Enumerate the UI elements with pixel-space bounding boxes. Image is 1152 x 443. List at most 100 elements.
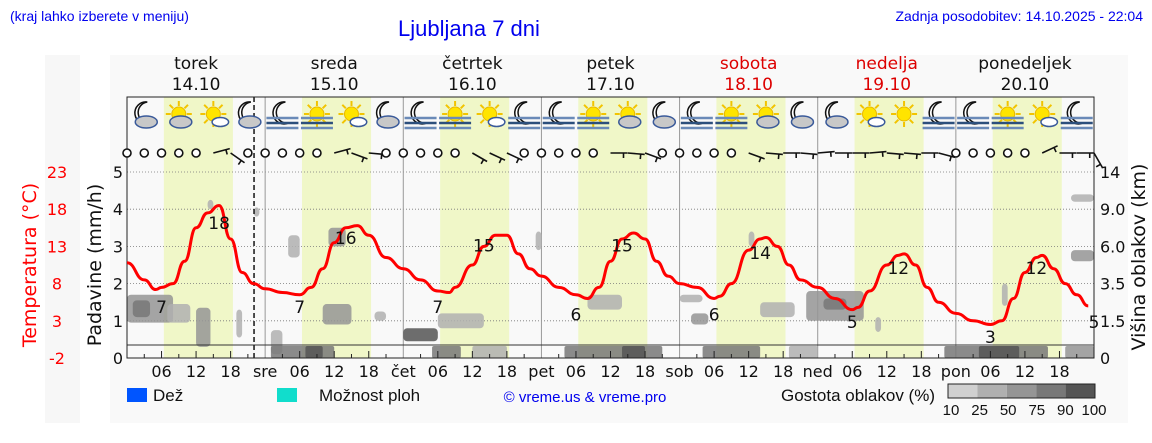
wind-barb-shaft: [506, 152, 523, 161]
cloud-density-level-label: 50: [1000, 402, 1017, 419]
location-hint[interactable]: (kraj lahko izberete v meniju): [10, 8, 189, 24]
day-date: 17.10: [586, 75, 635, 95]
cloud-patch: [196, 307, 211, 347]
wind-calm-icon: [450, 148, 460, 158]
moon-cloud-icon: [790, 101, 815, 129]
precip-tick-label: 0: [113, 349, 123, 368]
cloud-density-swatch: [1036, 384, 1066, 398]
last-updated: Zadnja posodobitev: 14.10.2025 - 22:04: [895, 8, 1143, 24]
x-tick-label: 12: [186, 362, 206, 381]
low-cloud-patch: [788, 346, 818, 358]
cloud-patch: [1070, 194, 1094, 202]
x-tick-label: 18: [635, 362, 655, 381]
wind-barb-shaft: [351, 152, 368, 160]
low-cloud-patch: [1065, 346, 1094, 358]
x-tick-label: 06: [842, 362, 862, 381]
cloud-patch: [748, 231, 755, 247]
precip-tick-label: 4: [113, 200, 123, 219]
cloud-patch: [535, 231, 542, 251]
temperature-axis-panel: [45, 55, 80, 423]
copyright-link[interactable]: © vreme.us & vreme.pro: [504, 389, 667, 406]
sun-ray: [1012, 104, 1018, 110]
cloud-patch: [679, 294, 703, 303]
x-tick-day-label: sre: [253, 362, 277, 381]
cloud-height-tick-label: 1.5: [1100, 312, 1125, 331]
cloud-density-level-label: 75: [1028, 402, 1045, 419]
temperature-label: 15: [611, 237, 633, 257]
sun-ray: [494, 104, 500, 110]
x-tick-day-label: ned: [803, 362, 833, 381]
wind-calm-icon: [312, 148, 322, 158]
cloud-patch: [374, 311, 387, 321]
x-tick-label: 12: [1015, 362, 1035, 381]
x-tick-label: 18: [220, 362, 240, 381]
cloud-height-axis-title: Višina oblakov (km): [1128, 164, 1150, 351]
x-tick-label: 18: [911, 362, 931, 381]
day-name: nedelja: [856, 54, 918, 74]
cloud-density-scale-frame: [947, 383, 1096, 399]
temperature-label: 6: [709, 305, 720, 325]
temperature-tick-label: 18: [47, 200, 67, 219]
wind-barb-icon: [351, 152, 368, 163]
wind-calm-icon: [433, 148, 443, 158]
cloud-patch: [236, 309, 243, 338]
wind-calm-icon: [657, 148, 668, 158]
wind-barb-shaft: [748, 152, 765, 160]
sun-ray: [736, 104, 742, 110]
cloud-height-tick-label: 3.5: [1100, 275, 1125, 294]
wind-barb-icon: [334, 147, 351, 155]
wind-calm-icon: [985, 148, 996, 158]
wind-calm-icon: [174, 148, 184, 158]
wind-barb-icon: [783, 152, 801, 158]
wind-barb-icon: [1059, 152, 1077, 158]
wind-barb-feather: [237, 159, 242, 166]
wind-barb-shaft: [800, 152, 818, 156]
wind-barb-shaft: [886, 152, 904, 156]
cloud-shape: [618, 115, 642, 129]
cloud-shape: [1040, 116, 1059, 128]
low-cloud-patch: [978, 346, 1020, 358]
low-cloud-patch: [432, 346, 461, 358]
precip-axis-title: Padavine (mm/h): [84, 184, 106, 347]
wind-barb-feather: [345, 149, 349, 155]
moon-fog-icon: [922, 101, 955, 130]
cloud-shape: [211, 116, 230, 128]
x-tick-label: 12: [462, 362, 482, 381]
temperature-label: 3: [985, 328, 996, 348]
cloud-shape: [790, 115, 815, 129]
wind-calm-icon: [243, 148, 253, 158]
wind-calm-icon: [294, 148, 305, 158]
temperature-tick-label: -2: [49, 349, 65, 368]
sun-ray: [1032, 118, 1038, 124]
wind-calm-icon: [968, 148, 978, 158]
sun-ray: [859, 104, 865, 110]
cloud-shape: [169, 115, 193, 129]
moon-cloud-icon: [375, 101, 400, 129]
wind-barb-shaft: [817, 150, 835, 154]
sun-fog-icon: [577, 101, 610, 130]
sun-ray: [445, 104, 451, 110]
x-tick-label: 06: [289, 362, 309, 381]
day-date: 20.10: [1001, 75, 1050, 95]
cloud-patch: [132, 300, 151, 318]
wind-barb-icon: [886, 152, 904, 160]
sun-ray: [770, 104, 776, 110]
cloud-shape: [825, 115, 849, 129]
moon-fog-icon: [680, 101, 713, 130]
sun-ray: [341, 118, 347, 124]
sun-cloud-icon: [752, 101, 780, 129]
x-tick-label: 06: [704, 362, 724, 381]
wind-barb-shaft: [903, 152, 922, 156]
wind-calm-icon: [156, 148, 167, 158]
cloud-shape: [867, 116, 886, 128]
wind-barb-feather: [515, 158, 520, 164]
wind-barb-shaft: [1041, 145, 1058, 154]
wind-barb-shaft: [334, 147, 351, 154]
wind-calm-icon: [1002, 148, 1013, 158]
precip-tick-label: 3: [113, 237, 123, 256]
cloud-height-tick-label: 6.0: [1100, 237, 1125, 256]
low-cloud-patch: [305, 346, 323, 358]
day-name: sobota: [720, 54, 778, 74]
moon-cloud-icon: [824, 101, 849, 129]
wind-calm-icon: [709, 148, 719, 158]
